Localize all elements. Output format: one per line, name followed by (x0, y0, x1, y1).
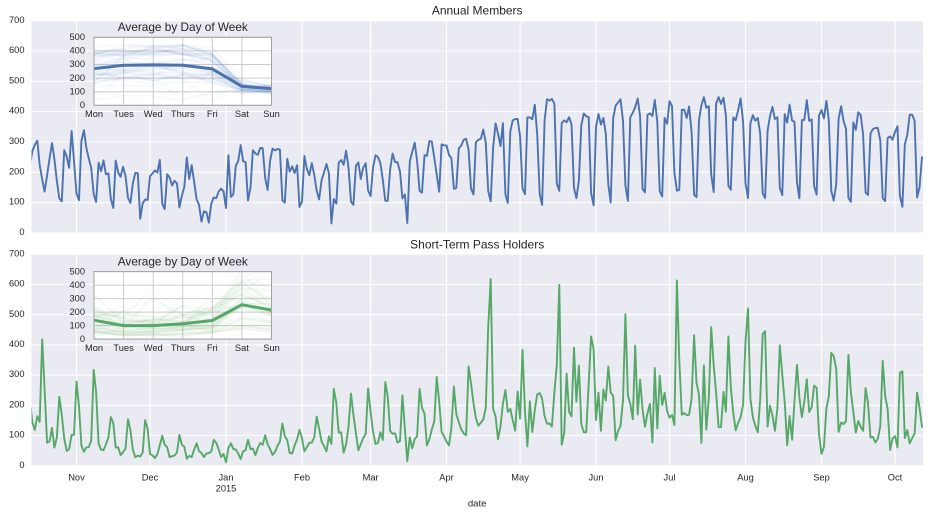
svg-text:100: 100 (69, 86, 85, 96)
svg-text:Jan: Jan (219, 473, 234, 483)
svg-text:Oct: Oct (888, 473, 903, 483)
svg-text:2015: 2015 (216, 484, 237, 494)
svg-text:600: 600 (9, 45, 25, 55)
svg-text:0: 0 (19, 460, 24, 470)
svg-text:500: 500 (69, 266, 85, 276)
svg-text:300: 300 (9, 369, 25, 379)
svg-text:May: May (511, 473, 529, 483)
svg-text:Apr: Apr (439, 473, 453, 483)
svg-text:Wed: Wed (144, 109, 163, 119)
svg-text:Sun: Sun (263, 109, 280, 119)
svg-text:300: 300 (69, 59, 85, 69)
svg-text:0: 0 (80, 100, 85, 110)
svg-text:Thurs: Thurs (171, 343, 195, 353)
svg-text:0: 0 (19, 227, 24, 237)
svg-text:Mon: Mon (85, 343, 103, 353)
svg-text:Thurs: Thurs (171, 109, 195, 119)
svg-text:300: 300 (69, 293, 85, 303)
svg-text:200: 200 (9, 399, 25, 409)
svg-text:Wed: Wed (144, 343, 163, 353)
svg-text:200: 200 (9, 166, 25, 176)
svg-text:500: 500 (9, 309, 25, 319)
svg-text:300: 300 (9, 136, 25, 146)
svg-text:500: 500 (9, 75, 25, 85)
svg-text:Feb: Feb (294, 473, 310, 483)
svg-text:400: 400 (9, 106, 25, 116)
svg-text:Average by Day of Week: Average by Day of Week (118, 254, 248, 268)
svg-text:100: 100 (9, 197, 25, 207)
svg-text:Sun: Sun (263, 343, 280, 353)
svg-text:Fri: Fri (207, 109, 218, 119)
svg-text:500: 500 (69, 32, 85, 42)
svg-text:date: date (468, 499, 487, 510)
svg-text:Jun: Jun (589, 473, 604, 483)
svg-text:400: 400 (9, 339, 25, 349)
svg-text:600: 600 (9, 279, 25, 289)
svg-text:Average by Day of Week: Average by Day of Week (118, 20, 248, 34)
svg-text:Mar: Mar (363, 473, 379, 483)
svg-text:700: 700 (9, 248, 25, 258)
svg-text:200: 200 (69, 307, 85, 317)
svg-text:200: 200 (69, 73, 85, 83)
svg-text:Fri: Fri (207, 343, 218, 353)
svg-text:100: 100 (69, 320, 85, 330)
svg-text:Nov: Nov (68, 473, 85, 483)
svg-text:400: 400 (69, 280, 85, 290)
svg-text:Aug: Aug (737, 473, 754, 483)
svg-text:Short-Term Pass Holders: Short-Term Pass Holders (410, 237, 544, 251)
svg-text:Dec: Dec (142, 473, 159, 483)
svg-text:700: 700 (9, 15, 25, 25)
svg-text:Sat: Sat (235, 109, 249, 119)
svg-text:Annual Members: Annual Members (432, 4, 523, 18)
svg-text:Jul: Jul (664, 473, 676, 483)
svg-text:Tues: Tues (113, 343, 134, 353)
svg-text:Sat: Sat (235, 343, 249, 353)
svg-text:100: 100 (9, 430, 25, 440)
svg-text:Tues: Tues (113, 109, 134, 119)
svg-text:Sep: Sep (813, 473, 830, 483)
svg-text:0: 0 (80, 334, 85, 344)
svg-text:Mon: Mon (85, 109, 103, 119)
svg-text:400: 400 (69, 46, 85, 56)
